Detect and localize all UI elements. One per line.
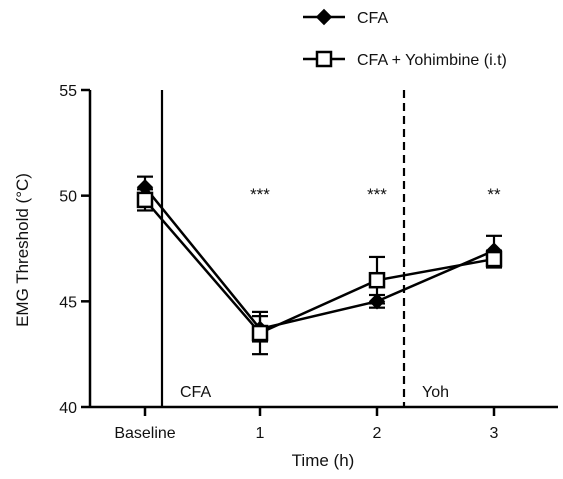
x-tick-label: 1 bbox=[256, 425, 265, 442]
data-point-square bbox=[368, 271, 386, 289]
data-point-square bbox=[251, 324, 269, 342]
data-point-diamond bbox=[368, 293, 386, 310]
y-axis-title: EMG Threshold (°C) bbox=[13, 173, 32, 327]
x-tick-label: 2 bbox=[373, 425, 382, 442]
data-point-square bbox=[136, 191, 154, 209]
x-tick-label: 3 bbox=[490, 425, 499, 442]
ticks-layer: 40 45 50 55 Baseline 1 2 3 bbox=[59, 83, 498, 442]
events-layer: CFA Yoh bbox=[160, 90, 449, 407]
event-label-cfa: CFA bbox=[180, 384, 211, 401]
legend-item: CFA bbox=[303, 8, 388, 27]
significance-label: ** bbox=[487, 185, 501, 204]
x-axis-title: Time (h) bbox=[292, 451, 355, 470]
y-tick-label: 45 bbox=[59, 294, 77, 311]
series-markers-0 bbox=[136, 179, 503, 338]
significance-label: *** bbox=[367, 185, 387, 204]
series-0 bbox=[137, 175, 502, 343]
x-tick-label: Baseline bbox=[114, 425, 175, 442]
legend-label: CFA + Yohimbine (i.t) bbox=[357, 52, 507, 69]
legend: CFA CFA + Yohimbine (i.t) bbox=[303, 8, 507, 69]
data-point-square bbox=[315, 50, 333, 68]
significance-label: *** bbox=[250, 185, 270, 204]
y-tick-label: 55 bbox=[59, 83, 77, 100]
axes-layer: EMG Threshold (°C) Time (h) bbox=[13, 90, 558, 470]
series-markers-1 bbox=[136, 191, 503, 342]
y-tick-label: 50 bbox=[59, 189, 77, 206]
legend-item: CFA + Yohimbine (i.t) bbox=[303, 50, 507, 69]
series-line bbox=[144, 199, 495, 335]
annotations-layer: *** *** ** bbox=[250, 185, 501, 204]
data-point-square bbox=[485, 250, 503, 268]
series-layer bbox=[136, 175, 503, 356]
series-line bbox=[144, 186, 495, 331]
legend-label: CFA bbox=[357, 10, 388, 27]
event-label-yoh: Yoh bbox=[422, 384, 449, 401]
data-point-diamond bbox=[315, 8, 333, 26]
y-tick-label: 40 bbox=[59, 400, 77, 417]
